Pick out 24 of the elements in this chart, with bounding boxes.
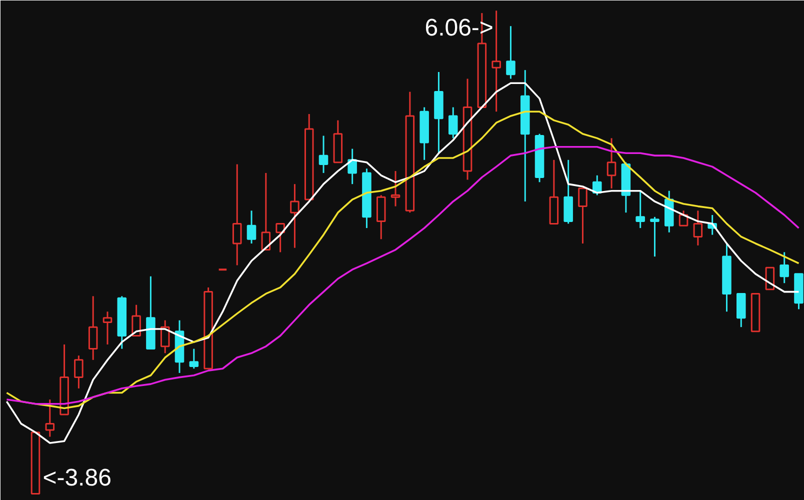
candlestick bbox=[276, 222, 285, 253]
candlestick bbox=[132, 304, 141, 337]
candlestick bbox=[506, 25, 516, 80]
candlestick bbox=[60, 344, 69, 416]
annotation: <-3.86 bbox=[42, 464, 112, 492]
candlestick bbox=[578, 188, 588, 244]
candlestick bbox=[146, 276, 156, 350]
candlestick bbox=[520, 69, 530, 202]
candlestick bbox=[290, 183, 300, 249]
candlestick bbox=[549, 159, 559, 224]
candlestick bbox=[390, 170, 400, 208]
candlestick bbox=[304, 113, 314, 200]
candlestick bbox=[750, 292, 760, 332]
candlestick bbox=[88, 295, 98, 361]
candlestick bbox=[722, 242, 732, 312]
candlestick bbox=[736, 292, 746, 328]
candlestick bbox=[333, 120, 343, 164]
candlestick bbox=[434, 71, 444, 154]
candlestick bbox=[232, 164, 242, 266]
candlestick bbox=[318, 135, 328, 174]
candlestick bbox=[693, 210, 703, 246]
candlestick bbox=[30, 432, 40, 494]
candlestick bbox=[606, 137, 616, 190]
candlestick bbox=[492, 10, 501, 112]
